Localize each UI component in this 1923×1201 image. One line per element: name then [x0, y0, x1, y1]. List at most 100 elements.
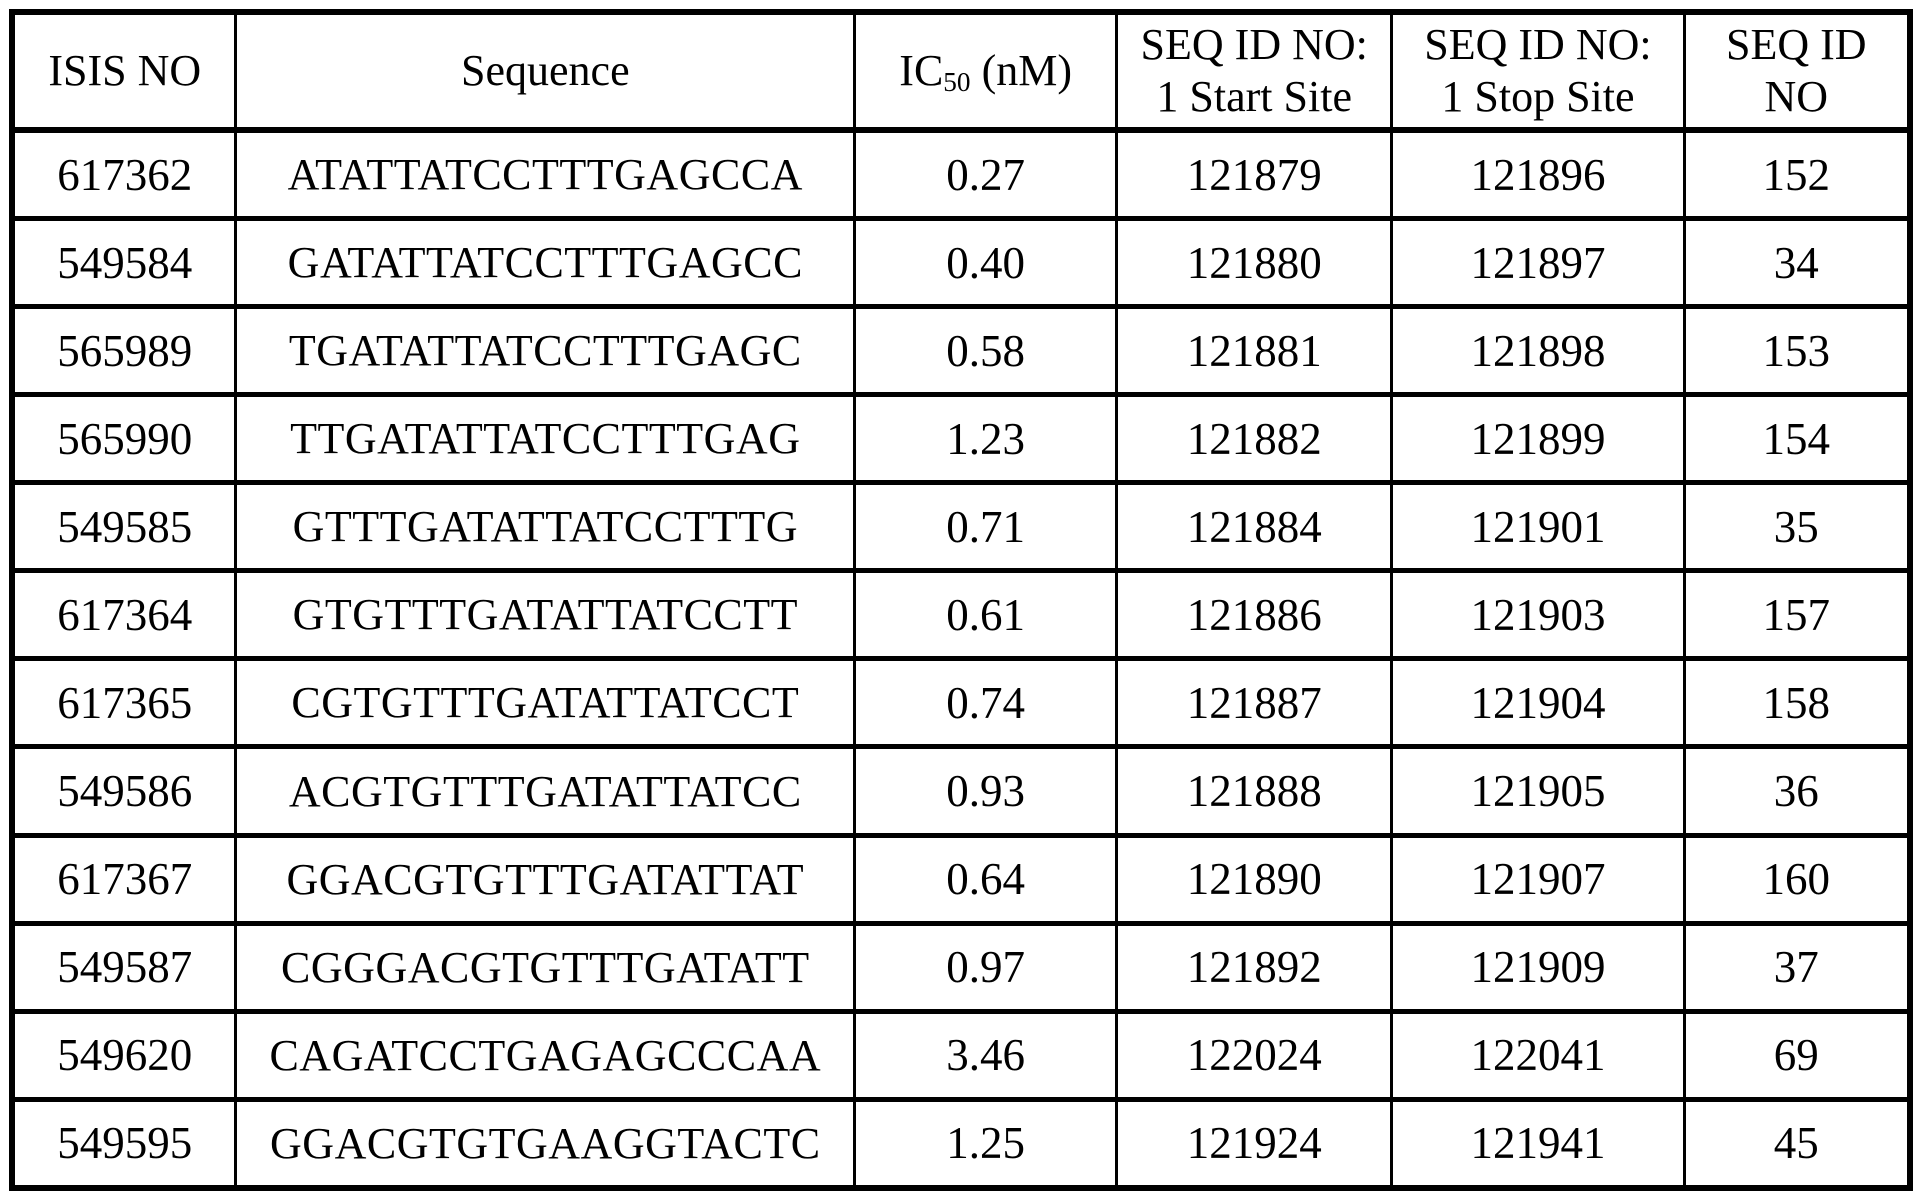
- table-row: 549587 CGGGACGTGTTTGATATT 0.97 121892 12…: [10, 920, 1912, 1014]
- cell-isis-no: 549586: [10, 744, 238, 838]
- column-header-label: Sequence: [461, 46, 630, 96]
- cell-start-site: 121884: [1115, 480, 1394, 574]
- cell-isis-no: 549584: [10, 216, 238, 310]
- cell-start-site: 121887: [1115, 656, 1394, 750]
- cell-stop-site: 121896: [1390, 127, 1686, 222]
- cell-sequence: GATATTATCCTTTGAGCC: [234, 216, 857, 310]
- cell-ic50-value: 3.46: [853, 1008, 1119, 1102]
- column-header-label-line1: SEQ ID NO:: [1424, 20, 1652, 70]
- cell-stop-site: 121941: [1390, 1096, 1686, 1191]
- table-row: 565989 TGATATTATCCTTTGAGC 0.58 121881 12…: [10, 304, 1912, 398]
- cell-sequence: CGTGTTTGATATTATCCT: [234, 656, 857, 750]
- cell-seq-id-no: 37: [1682, 920, 1912, 1014]
- cell-seq-id-no: 152: [1682, 127, 1912, 222]
- column-header-label-line2: NO: [1764, 72, 1829, 121]
- table-row: 549585 GTTTGATATTATCCTTTG 0.71 121884 12…: [10, 480, 1912, 574]
- cell-start-site: 121924: [1115, 1096, 1394, 1191]
- cell-stop-site: 121898: [1390, 304, 1686, 398]
- header-row: ISIS NO Sequence IC50 (nM) SEQ ID NO: 1 …: [10, 9, 1912, 133]
- table-row: 549620 CAGATCCTGAGAGCCCAA 3.46 122024 12…: [10, 1008, 1912, 1102]
- cell-sequence: ATATTATCCTTTGAGCCA: [234, 127, 857, 222]
- column-header-sequence: Sequence: [234, 9, 857, 133]
- cell-seq-id-no: 69: [1682, 1008, 1912, 1102]
- table-row: 549584 GATATTATCCTTTGAGCC 0.40 121880 12…: [10, 216, 1912, 310]
- cell-start-site: 121888: [1115, 744, 1394, 838]
- cell-seq-id-no: 45: [1682, 1096, 1912, 1191]
- cell-stop-site: 121909: [1390, 920, 1686, 1014]
- cell-ic50-value: 0.93: [853, 744, 1119, 838]
- ic50-label-suffix: (nM): [970, 46, 1072, 96]
- cell-stop-site: 121904: [1390, 656, 1686, 750]
- cell-start-site: 121880: [1115, 216, 1394, 310]
- cell-isis-no: 549587: [10, 920, 238, 1014]
- cell-start-site: 122024: [1115, 1008, 1394, 1102]
- cell-seq-id-no: 160: [1682, 832, 1912, 926]
- oligonucleotide-data-table: ISIS NO Sequence IC50 (nM) SEQ ID NO: 1 …: [9, 9, 1913, 1191]
- column-header-seq-id-no: SEQ ID NO: [1682, 9, 1912, 133]
- cell-isis-no: 549585: [10, 480, 238, 574]
- column-header-isis-no: ISIS NO: [10, 9, 238, 133]
- cell-ic50-value: 0.64: [853, 832, 1119, 926]
- column-header-stop-site: SEQ ID NO: 1 Stop Site: [1390, 9, 1686, 133]
- cell-ic50-value: 0.71: [853, 480, 1119, 574]
- cell-ic50-value: 1.25: [853, 1096, 1119, 1191]
- cell-sequence: ACGTGTTTGATATTATCC: [234, 744, 857, 838]
- table-body: 617362 ATATTATCCTTTGAGCCA 0.27 121879 12…: [10, 127, 1912, 1191]
- table-row: 565990 TTGATATTATCCTTTGAG 1.23 121882 12…: [10, 392, 1912, 486]
- column-header-label: ISIS NO: [48, 46, 202, 96]
- cell-sequence: CGGGACGTGTTTGATATT: [234, 920, 857, 1014]
- column-header-ic50: IC50 (nM): [853, 9, 1119, 133]
- table-row: 617362 ATATTATCCTTTGAGCCA 0.27 121879 12…: [10, 127, 1912, 222]
- cell-ic50-value: 0.61: [853, 568, 1119, 662]
- cell-stop-site: 121901: [1390, 480, 1686, 574]
- cell-start-site: 121881: [1115, 304, 1394, 398]
- cell-isis-no: 549595: [10, 1096, 238, 1191]
- ic50-label-subscript: 50: [943, 67, 971, 98]
- cell-sequence: GTTTGATATTATCCTTTG: [234, 480, 857, 574]
- cell-stop-site: 121903: [1390, 568, 1686, 662]
- column-header-label-line1: SEQ ID NO:: [1140, 20, 1368, 70]
- ic50-label-prefix: IC: [899, 46, 944, 96]
- table-row: 549586 ACGTGTTTGATATTATCC 0.93 121888 12…: [10, 744, 1912, 838]
- cell-stop-site: 121907: [1390, 832, 1686, 926]
- cell-seq-id-no: 153: [1682, 304, 1912, 398]
- cell-sequence: GTGTTTGATATTATCCTT: [234, 568, 857, 662]
- cell-isis-no: 549620: [10, 1008, 238, 1102]
- table-header: ISIS NO Sequence IC50 (nM) SEQ ID NO: 1 …: [10, 9, 1912, 133]
- cell-stop-site: 121905: [1390, 744, 1686, 838]
- table-row: 617367 GGACGTGTTTGATATTAT 0.64 121890 12…: [10, 832, 1912, 926]
- cell-isis-no: 617365: [10, 656, 238, 750]
- cell-sequence: GGACGTGTTTGATATTAT: [234, 832, 857, 926]
- cell-start-site: 121890: [1115, 832, 1394, 926]
- cell-seq-id-no: 158: [1682, 656, 1912, 750]
- cell-seq-id-no: 35: [1682, 480, 1912, 574]
- cell-start-site: 121879: [1115, 127, 1394, 222]
- cell-isis-no: 617364: [10, 568, 238, 662]
- cell-sequence: TGATATTATCCTTTGAGC: [234, 304, 857, 398]
- cell-start-site: 121892: [1115, 920, 1394, 1014]
- cell-sequence: TTGATATTATCCTTTGAG: [234, 392, 857, 486]
- column-header-label-line2: 1 Start Site: [1156, 72, 1352, 121]
- column-header-label-line1: SEQ ID: [1726, 20, 1867, 70]
- cell-ic50-value: 1.23: [853, 392, 1119, 486]
- cell-seq-id-no: 34: [1682, 216, 1912, 310]
- table-row: 549595 GGACGTGTGAAGGTACTC 1.25 121924 12…: [10, 1096, 1912, 1191]
- cell-sequence: GGACGTGTGAAGGTACTC: [234, 1096, 857, 1191]
- cell-stop-site: 122041: [1390, 1008, 1686, 1102]
- column-header-label-line2: 1 Stop Site: [1441, 72, 1635, 121]
- cell-ic50-value: 0.27: [853, 127, 1119, 222]
- cell-start-site: 121886: [1115, 568, 1394, 662]
- cell-seq-id-no: 36: [1682, 744, 1912, 838]
- cell-isis-no: 565990: [10, 392, 238, 486]
- cell-isis-no: 617367: [10, 832, 238, 926]
- cell-seq-id-no: 154: [1682, 392, 1912, 486]
- cell-sequence: CAGATCCTGAGAGCCCAA: [234, 1008, 857, 1102]
- table-row: 617365 CGTGTTTGATATTATCCT 0.74 121887 12…: [10, 656, 1912, 750]
- column-header-start-site: SEQ ID NO: 1 Start Site: [1115, 9, 1394, 133]
- cell-isis-no: 617362: [10, 127, 238, 222]
- cell-stop-site: 121897: [1390, 216, 1686, 310]
- cell-stop-site: 121899: [1390, 392, 1686, 486]
- cell-start-site: 121882: [1115, 392, 1394, 486]
- cell-ic50-value: 0.40: [853, 216, 1119, 310]
